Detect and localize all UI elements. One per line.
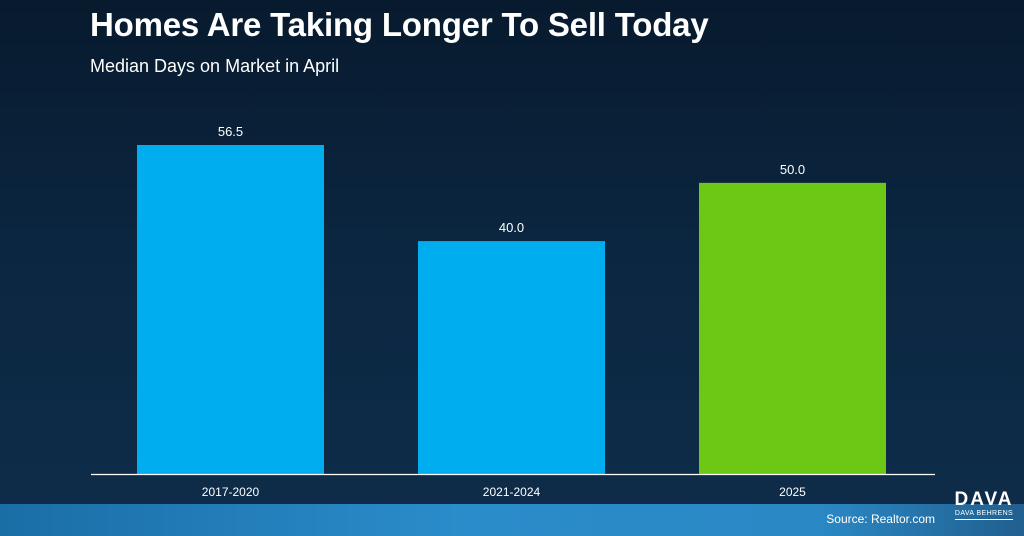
footer-band bbox=[0, 504, 1024, 536]
bar-2021-2024 bbox=[418, 241, 605, 474]
logo-subtitle: DAVA BEHRENS bbox=[954, 510, 1014, 517]
chart-title: Homes Are Taking Longer To Sell Today bbox=[90, 6, 709, 43]
chart-subtitle: Median Days on Market in April bbox=[90, 56, 340, 76]
data-label-2021-2024: 40.0 bbox=[499, 220, 524, 235]
data-label-2017-2020: 56.5 bbox=[218, 124, 243, 139]
logo-rule bbox=[955, 519, 1013, 525]
bar-2025 bbox=[699, 182, 886, 475]
bar-chart: 56.5 2017-2020 40.0 2021-2024 50.0 2025 bbox=[137, 124, 886, 499]
brand-logo: DAVA DAVA BEHRENS bbox=[952, 490, 1016, 532]
x-tick-label-2017-2020: 2017-2020 bbox=[202, 485, 260, 499]
data-label-2025: 50.0 bbox=[780, 162, 805, 177]
logo-wordmark: DAVA bbox=[954, 489, 1014, 510]
x-tick-label-2021-2024: 2021-2024 bbox=[483, 485, 541, 499]
source-credit: Source: Realtor.com bbox=[826, 512, 935, 526]
bar-2017-2020 bbox=[137, 145, 324, 474]
x-tick-label-2025: 2025 bbox=[779, 485, 806, 499]
